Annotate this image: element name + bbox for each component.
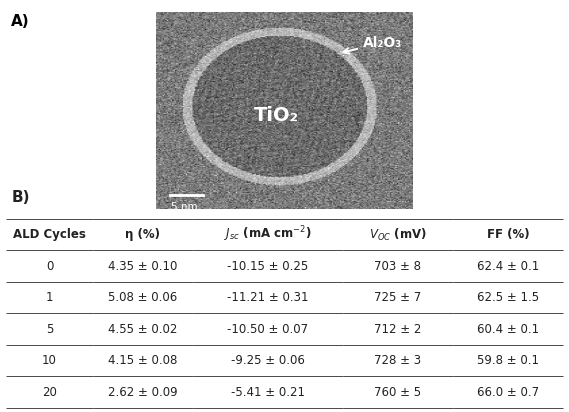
Text: A): A) (11, 14, 30, 29)
Text: B): B) (11, 190, 30, 205)
